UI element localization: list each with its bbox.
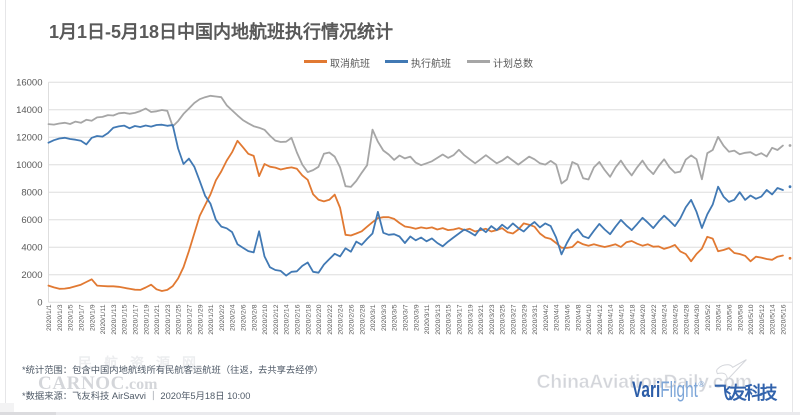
svg-text:2020/4/12: 2020/4/12 (597, 304, 604, 334)
svg-text:2020/3/29: 2020/3/29 (521, 304, 528, 334)
svg-text:2020/4/6: 2020/4/6 (565, 304, 572, 331)
svg-text:2020/5/2: 2020/5/2 (705, 304, 712, 331)
svg-text:2020/2/10: 2020/2/10 (262, 304, 269, 334)
svg-text:2020/2/24: 2020/2/24 (338, 304, 345, 334)
svg-text:2020/4/18: 2020/4/18 (629, 304, 636, 334)
svg-text:2020/4/24: 2020/4/24 (662, 304, 669, 334)
svg-text:2020/1/25: 2020/1/25 (176, 304, 183, 334)
svg-text:2020/4/4: 2020/4/4 (554, 304, 561, 331)
svg-text:2020/2/6: 2020/2/6 (241, 304, 248, 331)
svg-text:2020/5/10: 2020/5/10 (748, 304, 755, 334)
svg-text:2020/2/22: 2020/2/22 (327, 304, 334, 334)
svg-text:10000: 10000 (16, 160, 42, 171)
svg-text:2020/2/20: 2020/2/20 (316, 304, 323, 334)
svg-text:2020/2/4: 2020/2/4 (230, 304, 237, 331)
svg-text:16000: 16000 (16, 78, 42, 89)
svg-text:2020/3/21: 2020/3/21 (478, 304, 485, 334)
svg-text:2020/3/25: 2020/3/25 (500, 304, 507, 334)
svg-text:2020/2/8: 2020/2/8 (251, 304, 258, 331)
svg-text:2020/2/28: 2020/2/28 (359, 304, 366, 334)
svg-text:2020/3/31: 2020/3/31 (532, 304, 539, 334)
svg-text:2000: 2000 (21, 270, 42, 281)
svg-text:2020/1/3: 2020/1/3 (57, 304, 64, 331)
svg-text:2020/2/18: 2020/2/18 (305, 304, 312, 334)
svg-text:2020/3/15: 2020/3/15 (446, 304, 453, 334)
svg-text:2020/5/4: 2020/5/4 (716, 304, 723, 331)
svg-text:2020/1/11: 2020/1/11 (100, 304, 107, 334)
svg-text:2020/3/1: 2020/3/1 (370, 304, 377, 331)
svg-text:2020/4/16: 2020/4/16 (619, 304, 626, 334)
svg-text:2020/4/20: 2020/4/20 (640, 304, 647, 334)
svg-text:2020/4/10: 2020/4/10 (586, 304, 593, 334)
svg-text:2020/3/5: 2020/3/5 (392, 304, 399, 331)
svg-text:2020/3/3: 2020/3/3 (381, 304, 388, 331)
svg-text:2020/1/1: 2020/1/1 (46, 304, 53, 331)
svg-text:14000: 14000 (16, 105, 42, 116)
svg-text:2020/3/9: 2020/3/9 (413, 304, 420, 331)
svg-text:2020/5/6: 2020/5/6 (727, 304, 734, 331)
svg-text:2020/4/8: 2020/4/8 (575, 304, 582, 331)
svg-text:2020/3/11: 2020/3/11 (424, 304, 431, 334)
svg-text:6000: 6000 (21, 215, 42, 226)
svg-text:8000: 8000 (21, 188, 42, 199)
svg-text:2020/1/19: 2020/1/19 (143, 304, 150, 334)
svg-text:2020/1/23: 2020/1/23 (165, 304, 172, 334)
svg-text:2020/4/22: 2020/4/22 (651, 304, 658, 334)
svg-text:2020/1/13: 2020/1/13 (111, 304, 118, 334)
svg-text:2020/4/28: 2020/4/28 (683, 304, 690, 334)
svg-text:2020/1/29: 2020/1/29 (197, 304, 204, 334)
svg-text:2020/1/17: 2020/1/17 (133, 304, 140, 334)
svg-text:2020/3/17: 2020/3/17 (457, 304, 464, 334)
svg-text:2020/3/23: 2020/3/23 (489, 304, 496, 334)
svg-text:0: 0 (37, 298, 42, 309)
svg-text:2020/3/7: 2020/3/7 (403, 304, 410, 331)
svg-text:4000: 4000 (21, 243, 42, 254)
svg-text:2020/1/27: 2020/1/27 (187, 304, 194, 334)
svg-text:2020/2/2: 2020/2/2 (219, 304, 226, 331)
svg-text:2020/1/7: 2020/1/7 (79, 304, 86, 331)
svg-text:2020/5/8: 2020/5/8 (737, 304, 744, 331)
svg-text:2020/1/9: 2020/1/9 (89, 304, 96, 331)
svg-text:2020/5/16: 2020/5/16 (781, 304, 788, 334)
svg-text:2020/5/12: 2020/5/12 (759, 304, 766, 334)
svg-text:2020/1/15: 2020/1/15 (122, 304, 129, 334)
svg-text:12000: 12000 (16, 133, 42, 144)
svg-text:2020/2/26: 2020/2/26 (349, 304, 356, 334)
svg-text:2020/2/14: 2020/2/14 (284, 304, 291, 334)
svg-text:2020/1/5: 2020/1/5 (68, 304, 75, 331)
svg-text:2020/4/30: 2020/4/30 (694, 304, 701, 334)
svg-text:2020/3/13: 2020/3/13 (435, 304, 442, 334)
svg-text:2020/4/26: 2020/4/26 (673, 304, 680, 334)
svg-text:2020/2/12: 2020/2/12 (273, 304, 280, 334)
svg-text:2020/3/27: 2020/3/27 (511, 304, 518, 334)
svg-text:2020/1/31: 2020/1/31 (208, 304, 215, 334)
svg-text:2020/5/14: 2020/5/14 (770, 304, 777, 334)
svg-text:2020/4/14: 2020/4/14 (608, 304, 615, 334)
svg-text:2020/1/21: 2020/1/21 (154, 304, 161, 334)
svg-text:2020/3/19: 2020/3/19 (467, 304, 474, 334)
svg-text:2020/2/16: 2020/2/16 (295, 304, 302, 334)
svg-text:2020/4/2: 2020/4/2 (543, 304, 550, 331)
